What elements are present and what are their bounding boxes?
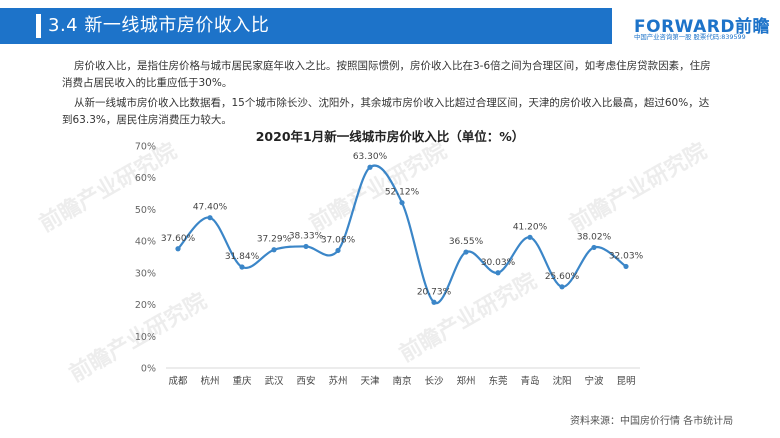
data-point bbox=[303, 243, 309, 250]
data-point bbox=[527, 234, 533, 240]
data-label: 30.03% bbox=[481, 258, 516, 268]
y-tick-label: 20% bbox=[135, 300, 156, 311]
data-label: 32.03% bbox=[609, 251, 644, 261]
x-tick-label: 长沙 bbox=[424, 375, 444, 387]
data-point bbox=[239, 264, 245, 270]
chart-title: 2020年1月新一线城市房价收入比（单位：%） bbox=[255, 129, 525, 144]
intro-paragraph-2: 从新一线城市房价收入比数据看，15个城市除长沙、沈阳外，其余城市房价收入比超过合… bbox=[62, 97, 710, 126]
data-label: 37.29% bbox=[257, 235, 292, 245]
data-label: 25.60% bbox=[545, 272, 580, 282]
x-tick-label: 杭州 bbox=[200, 375, 219, 387]
data-label: 37.60% bbox=[161, 234, 196, 244]
data-point bbox=[591, 244, 597, 251]
title-accent bbox=[36, 14, 41, 38]
x-tick-label: 南京 bbox=[392, 375, 411, 387]
data-point bbox=[559, 284, 565, 290]
x-tick-label: 成都 bbox=[168, 375, 188, 387]
data-point bbox=[431, 299, 437, 305]
intro-paragraph-1: 房价收入比，是指住房价格与城市居民家庭年收入之比。按照国际惯例，房价收入比在3-… bbox=[62, 60, 711, 89]
data-label: 38.33% bbox=[289, 231, 324, 241]
logo-text: FORWARD前瞻 bbox=[634, 17, 771, 37]
data-point bbox=[207, 215, 213, 221]
data-label: 47.40% bbox=[193, 203, 228, 213]
data-label: 31.84% bbox=[225, 252, 260, 262]
x-tick-label: 武汉 bbox=[264, 375, 284, 387]
data-point bbox=[175, 246, 181, 252]
source-note: 资料来源：中国房价行情 各市统计局 bbox=[570, 416, 734, 427]
title-bar bbox=[0, 8, 612, 44]
x-tick-label: 苏州 bbox=[328, 375, 347, 387]
data-label: 37.06% bbox=[321, 235, 356, 245]
y-tick-label: 50% bbox=[135, 205, 156, 216]
header: 3.4 新一线城市房价收入比 FORWARD前瞻 中国产业咨询第一股 股票代码:… bbox=[0, 0, 780, 50]
data-label: 63.30% bbox=[353, 152, 388, 162]
y-tick-label: 40% bbox=[135, 237, 156, 248]
x-tick-label: 东莞 bbox=[488, 375, 508, 387]
data-point bbox=[399, 200, 405, 206]
data-point bbox=[495, 270, 501, 276]
y-tick-label: 70% bbox=[135, 142, 156, 153]
x-tick-label: 沈阳 bbox=[552, 375, 571, 387]
data-point bbox=[367, 164, 373, 170]
y-tick-label: 10% bbox=[135, 332, 156, 343]
data-label: 36.55% bbox=[449, 237, 484, 247]
y-tick-label: 30% bbox=[135, 268, 156, 279]
x-tick-label: 昆明 bbox=[616, 376, 635, 387]
y-tick-label: 0% bbox=[141, 364, 156, 375]
x-tick-label: 西安 bbox=[296, 375, 315, 387]
x-tick-label: 郑州 bbox=[456, 375, 475, 387]
x-tick-label: 青岛 bbox=[520, 375, 539, 387]
data-point bbox=[623, 263, 629, 270]
data-label: 41.20% bbox=[513, 222, 548, 232]
data-point bbox=[271, 247, 277, 253]
y-tick-label: 60% bbox=[135, 173, 156, 184]
brand-logo: FORWARD前瞻 中国产业咨询第一股 股票代码:839599 bbox=[634, 12, 774, 44]
data-point bbox=[463, 249, 469, 255]
page-title: 3.4 新一线城市房价收入比 bbox=[48, 15, 270, 36]
x-tick-label: 天津 bbox=[360, 376, 380, 387]
x-tick-label: 重庆 bbox=[232, 375, 252, 387]
data-label: 20.73% bbox=[417, 287, 452, 297]
data-label: 38.02% bbox=[577, 232, 612, 242]
x-tick-label: 宁波 bbox=[584, 375, 604, 387]
series-line bbox=[177, 164, 627, 304]
data-point bbox=[335, 247, 341, 254]
data-label: 52.12% bbox=[385, 188, 420, 198]
logo-subtitle: 中国产业咨询第一股 股票代码:839599 bbox=[634, 33, 746, 41]
